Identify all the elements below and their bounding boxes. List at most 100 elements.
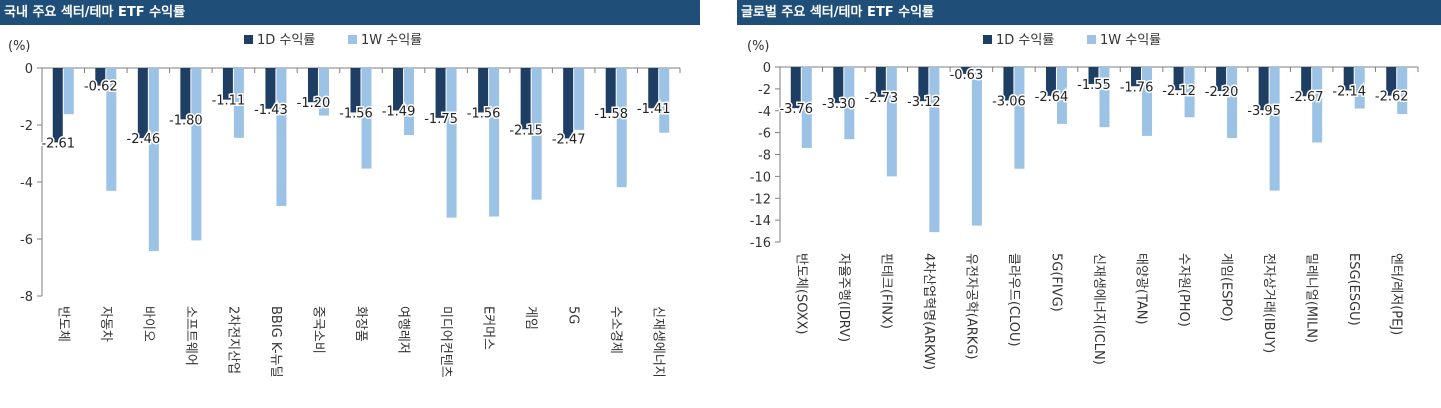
domestic-etf-bar-chart: (%) 1D 수익률 1W 수익률 0 -2 -4 -6 -8 -2.61 반도체 -0.62 자동차… [8, 33, 681, 378]
y-tick-label: -6 [20, 233, 33, 248]
bar-1w [318, 68, 329, 116]
category-label: ESG(ESGU) [1346, 253, 1361, 326]
category-label: BBIG K-뉴딜 [268, 306, 283, 378]
bar-1w [276, 68, 287, 206]
chart-legend: 1D 수익률 1W 수익률 [983, 33, 1161, 48]
data-label-1d: -0.62 [84, 80, 118, 95]
bar-1w [1056, 67, 1067, 124]
bar-1d [435, 68, 446, 118]
category-label: 미디어컨텐츠 [438, 306, 453, 378]
data-label-1d: -3.76 [779, 102, 813, 117]
bar-1d [137, 68, 148, 139]
bar-1d [1343, 67, 1354, 91]
bar-1d [393, 68, 404, 111]
bar-1d [1258, 67, 1269, 111]
data-label-1d: -3.30 [822, 97, 856, 112]
legend-swatch-1d [244, 35, 253, 44]
bar-1w [1269, 67, 1280, 191]
category-label: 핀테크(FINX) [878, 253, 893, 329]
y-tick-label: -2 [758, 83, 771, 98]
bar-1w [929, 67, 940, 233]
legend-label-1d: 1D 수익률 [257, 33, 315, 48]
legend-swatch-1w [1087, 35, 1096, 44]
category-label: 자율주행(IDRV) [836, 253, 852, 342]
y-tick-label: -12 [750, 192, 771, 207]
bar-1d [1088, 67, 1099, 84]
chart-legend: 1D 수익률 1W 수익률 [244, 33, 422, 48]
category-label: 전자상거래(IBUY) [1261, 253, 1276, 353]
bar-1d [790, 67, 801, 109]
data-label-1d: -2.64 [1035, 90, 1069, 105]
data-label-1d: -2.15 [509, 123, 543, 138]
category-label: 신재생에너지(ICLN) [1091, 253, 1106, 365]
bar-1w [148, 68, 159, 251]
bar-1d [95, 68, 106, 86]
y-tick-label: -4 [758, 105, 771, 120]
bar-1w [233, 68, 244, 138]
category-label: 중국소비 [310, 306, 325, 354]
category-label: E커머스 [481, 306, 496, 350]
bar-1w [886, 67, 897, 177]
data-label-1d: -1.56 [467, 106, 501, 121]
chart-title: 글로벌 주요 섹터/테마 ETF 수익률 [737, 0, 1441, 25]
category-label: 유전자공학(ARKG) [963, 253, 978, 359]
data-label-1d: -2.12 [1162, 84, 1196, 99]
category-label: 클라우드(CLOU) [1006, 253, 1021, 347]
category-label: 5G(FIVG) [1048, 253, 1063, 312]
data-label-1d: -3.06 [992, 94, 1026, 109]
category-label: 화장품 [353, 306, 368, 342]
bar-1w [659, 68, 670, 133]
data-label-1d: -1.56 [339, 106, 373, 121]
bar-1w [1014, 67, 1025, 169]
bar-1d [307, 68, 318, 103]
bar-1w [1397, 67, 1408, 115]
category-label: 밀레니얼(MILN) [1304, 253, 1319, 343]
data-label-1d: -1.76 [1120, 80, 1154, 95]
bar-1w [361, 68, 372, 169]
data-label-1d: -1.49 [382, 104, 416, 119]
bar-1w [404, 68, 415, 135]
category-label: 반도체 [55, 306, 70, 342]
category-label: 소프트웨어 [183, 306, 198, 366]
bar-1w [446, 68, 457, 218]
data-label-1d: -2.20 [1205, 85, 1239, 100]
category-label: 여행레저 [396, 306, 412, 354]
y-tick-label: -16 [750, 236, 771, 251]
global-etf-chart-panel: 글로벌 주요 섹터/테마 ETF 수익률 (%) 1D 수익률 1W 수익률 0 -2-… [737, 0, 1441, 408]
bar-1d [605, 68, 616, 114]
category-label: 4차산업혁명(ARKW) [921, 253, 936, 370]
bar-1d [1216, 67, 1227, 92]
y-tick-label: -6 [758, 127, 771, 142]
bar-1d [1386, 67, 1397, 96]
legend-swatch-1d [983, 35, 992, 44]
bar-1d [648, 68, 659, 109]
bar-1w [1099, 67, 1110, 128]
bar-1d [52, 68, 63, 143]
legend-label-1d: 1D 수익률 [996, 33, 1054, 48]
domestic-etf-chart-panel: 국내 주요 섹터/테마 ETF 수익률 (%) 1D 수익률 1W 수익률 0 -2 -4… [0, 0, 700, 408]
bar-1w [106, 68, 117, 191]
data-label-1d: -1.75 [424, 112, 458, 127]
bar-1d [520, 68, 531, 130]
data-label-1d: -3.12 [907, 95, 941, 110]
category-label: 자동차 [98, 306, 113, 342]
bar-1d [960, 67, 971, 74]
bar-1d [478, 68, 489, 113]
y-tick-label: -4 [20, 176, 33, 191]
y-tick-label: 0 [763, 61, 771, 76]
bar-1w [489, 68, 500, 217]
data-label-1d: -2.46 [127, 132, 161, 147]
bar-1w [1184, 67, 1195, 118]
data-label-1d: -1.11 [212, 94, 246, 109]
y-tick-label: -2 [20, 119, 33, 134]
category-label: 수소경제 [608, 306, 623, 354]
data-label-1d: -0.63 [950, 68, 984, 83]
category-label: 바이오 [140, 306, 155, 342]
bar-1w [971, 67, 982, 226]
bar-1d [180, 68, 191, 120]
bar-1w [1312, 67, 1323, 143]
data-label-1d: -2.67 [1290, 90, 1324, 105]
chart-title: 국내 주요 섹터/테마 ETF 수익률 [0, 0, 700, 25]
y-tick-label: -8 [20, 290, 33, 305]
bar-1w [616, 68, 627, 188]
